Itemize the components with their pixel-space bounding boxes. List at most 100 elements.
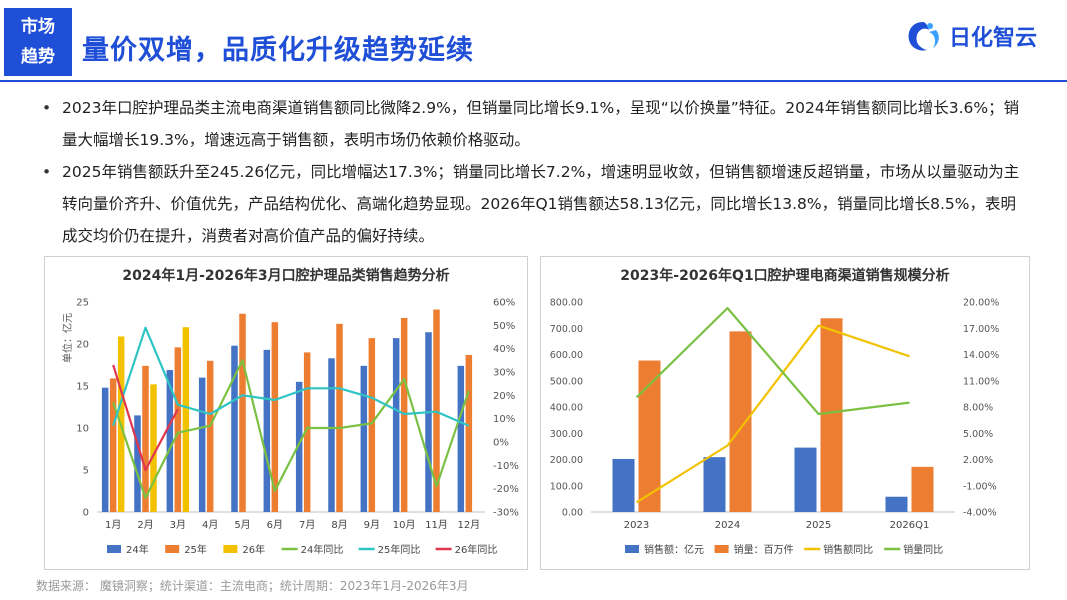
y2-tick-label: 5.00% [963,429,993,440]
bar [231,345,238,512]
bar [182,327,190,512]
y-tick-label: 600.00 [550,350,583,361]
y-axis-label: 单位：亿元 [61,313,74,363]
section-tag-line2: 趋势 [21,47,55,67]
y2-tick-label: -1.00% [963,481,997,492]
x-tick-label: 6月 [267,519,283,531]
legend-label: 销量同比 [903,543,943,556]
bar [360,365,368,512]
y-tick-label: 700.00 [550,324,583,335]
bar [638,360,661,512]
monthly-trend-chart-panel: 2024年1月-2026年3月口腔护理品类销售趋势分析 0 5 10 15 20 25 -3… [44,256,528,570]
x-tick-label: 5月 [234,519,250,531]
y-tick-label: 300.00 [550,429,583,440]
legend-label: 24年同比 [301,543,344,556]
bar [328,358,335,512]
bar [134,415,141,512]
bar [271,322,279,512]
legend-label: 26年 [242,543,265,556]
x-tick-label: 9月 [364,519,380,531]
series-line [635,306,910,416]
bar [239,313,246,512]
y2-tick-label: 20.00% [963,298,999,309]
legend-label: 25年 [184,543,207,556]
x-tick-label: 8月 [331,519,347,531]
section-tag-line1: 市场 [21,17,55,37]
annual-scale-chart-panel: 2023年-2026年Q1口腔护理电商渠道销售规模分析 0.00 100.00 20… [540,256,1030,570]
y2-tick-label: 10% [493,414,515,425]
y2-tick-label: 30% [493,368,515,379]
header-divider [0,80,1067,82]
x-tick-label: 10月 [393,519,416,531]
bar [911,466,934,512]
y-tick-label: 15 [76,382,89,393]
y-tick-label: 0 [83,508,89,519]
x-tick-label: 2024 [715,520,740,531]
bar [198,377,206,512]
legend-label: 销量：百万件 [734,543,794,556]
bar [729,331,752,512]
y-tick-label: 5 [83,466,89,477]
brand-logo-text: 日化智云 [948,26,1037,51]
x-tick-label: 11月 [425,519,448,531]
bar [794,447,817,512]
bar [166,370,174,512]
bar [109,378,117,512]
x-tick-label: 2月 [137,519,153,531]
series-line [635,324,910,504]
monthly-trend-chart-title: 2024年1月-2026年3月口腔护理品类销售趋势分析 [122,268,450,284]
bar [820,318,843,512]
annual-scale-chart: 0.00 100.00 200.00 300.00 400.00 500.00 600.00… [550,298,999,557]
bar [885,496,908,512]
y-tick-label: 800.00 [550,298,583,309]
bar [336,323,343,512]
y2-tick-label: -30% [493,508,519,519]
y2-tick-label: 8.00% [963,403,993,414]
y2-tick-label: 14.00% [963,350,999,361]
x-tick-label: 3月 [170,519,186,531]
summary-bullet-1: 2023年口腔护理品类主流电商渠道销售额同比微降2.9%，但销量同比增长9.1%… [40,92,1030,156]
y-tick-label: 25 [76,298,89,309]
legend-swatch [625,545,639,553]
y2-tick-label: -4.00% [963,508,997,519]
bar [142,365,149,512]
bar [368,338,376,512]
annual-scale-chart-title: 2023年-2026年Q1口腔护理电商渠道销售规模分析 [620,268,950,284]
y-tick-label: 20 [76,340,89,351]
monthly-trend-chart: 0 5 10 15 20 25 -30% -20% -10% 0% 10% 20% 30% 40% 50% 6… [61,298,519,557]
legend-label: 销售额：亿元 [644,543,704,556]
y2-tick-label: 17.00% [963,324,999,335]
legend-label: 销售额同比 [823,543,873,556]
series-line [112,364,179,472]
legend-swatch [107,545,121,553]
bar [612,458,635,512]
y2-tick-label: 50% [493,321,515,332]
y2-tick-label: 40% [493,344,515,355]
y-tick-label: 100.00 [550,481,583,492]
bar [150,384,157,512]
y2-tick-label: 60% [493,298,515,309]
bar [174,347,182,512]
x-tick-label: 12月 [457,519,480,531]
bar [457,365,465,512]
y-tick-label: 400.00 [550,403,583,414]
summary-bullets: 2023年口腔护理品类主流电商渠道销售额同比微降2.9%，但销量同比增长9.1%… [40,92,1030,252]
summary-bullet-2: 2025年销售额跃升至245.26亿元，同比增幅达17.3%；销量同比增长7.2… [40,156,1030,252]
series-line [112,326,470,427]
data-source-footer: 数据来源： 魔镜洞察；统计渠道：主流电商；统计周期：2023年1月-2026年3… [36,579,469,593]
x-tick-label: 4月 [202,519,218,531]
y2-tick-label: -20% [493,484,519,495]
legend-swatch [165,545,180,553]
y-tick-label: 200.00 [550,455,583,466]
y-tick-label: 10 [76,424,89,435]
y2-tick-label: 0% [493,438,509,449]
x-tick-label: 2025 [806,520,831,531]
section-tag: 市场 趋势 [4,8,72,76]
x-tick-label: 1月 [105,519,121,531]
bar [303,352,311,512]
x-tick-label: 2026Q1 [890,520,930,531]
bar [392,338,400,512]
bar [263,349,271,512]
legend-label: 24年 [126,543,149,556]
legend-swatch [714,545,729,553]
